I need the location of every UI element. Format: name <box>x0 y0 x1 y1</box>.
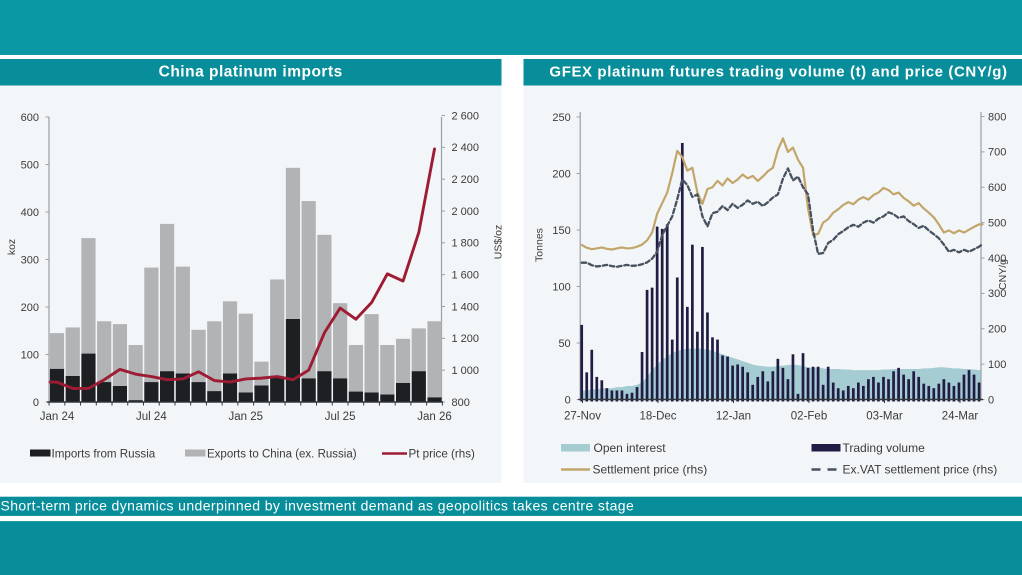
svg-text:2 400: 2 400 <box>452 142 480 154</box>
svg-text:200: 200 <box>552 168 570 180</box>
svg-text:24-Mar: 24-Mar <box>942 411 979 423</box>
svg-text:Jul 25: Jul 25 <box>325 411 356 423</box>
svg-text:800: 800 <box>988 111 1006 123</box>
svg-text:Open interest: Open interest <box>594 441 667 455</box>
svg-text:Settlement price (rhs): Settlement price (rhs) <box>593 463 708 477</box>
svg-text:300: 300 <box>21 254 39 266</box>
svg-text:GFEX platinum futures trading: GFEX platinum futures trading volume (t)… <box>549 64 1007 81</box>
svg-text:400: 400 <box>21 207 39 219</box>
svg-text:600: 600 <box>988 182 1006 194</box>
svg-text:2 000: 2 000 <box>452 206 480 218</box>
svg-text:1 000: 1 000 <box>452 365 480 377</box>
svg-text:Trading volume: Trading volume <box>843 441 926 455</box>
svg-text:Imports from Russia: Imports from Russia <box>52 448 156 461</box>
svg-text:Jan 25: Jan 25 <box>228 411 263 423</box>
svg-text:02-Feb: 02-Feb <box>791 411 827 423</box>
svg-text:0: 0 <box>33 397 39 409</box>
svg-text:0: 0 <box>988 394 994 406</box>
svg-text:1 800: 1 800 <box>452 238 480 250</box>
svg-text:100: 100 <box>21 349 39 361</box>
svg-text:Tonnes: Tonnes <box>534 228 546 262</box>
svg-text:800: 800 <box>452 397 470 409</box>
svg-text:1 600: 1 600 <box>452 269 480 281</box>
svg-text:CNY/g: CNY/g <box>997 259 1009 290</box>
svg-text:200: 200 <box>988 324 1006 336</box>
svg-text:400: 400 <box>988 253 1006 265</box>
svg-text:China platinum imports: China platinum imports <box>159 64 343 81</box>
svg-text:300: 300 <box>988 288 1006 300</box>
svg-text:US$/oz: US$/oz <box>493 225 505 259</box>
svg-text:Exports to China (ex. Russia): Exports to China (ex. Russia) <box>207 449 357 461</box>
svg-text:250: 250 <box>552 112 570 124</box>
svg-text:2 200: 2 200 <box>452 174 480 186</box>
svg-text:500: 500 <box>21 159 39 171</box>
svg-text:600: 600 <box>21 112 39 124</box>
svg-text:27-Nov: 27-Nov <box>564 411 601 423</box>
svg-text:12-Jan: 12-Jan <box>716 411 751 423</box>
svg-text:1 400: 1 400 <box>452 301 480 313</box>
svg-text:Jan 24: Jan 24 <box>40 411 75 423</box>
svg-text:Jul 24: Jul 24 <box>136 411 167 423</box>
svg-text:Jan 26: Jan 26 <box>417 411 452 423</box>
svg-text:150: 150 <box>552 225 570 237</box>
svg-text:700: 700 <box>988 147 1006 159</box>
svg-text:100: 100 <box>988 359 1006 371</box>
svg-text:100: 100 <box>552 281 570 293</box>
svg-text:2 600: 2 600 <box>452 110 480 122</box>
svg-text:1 200: 1 200 <box>452 333 480 345</box>
svg-text:18-Dec: 18-Dec <box>639 411 676 423</box>
svg-text:Short-term price dynamics unde: Short-term price dynamics underpinned by… <box>1 498 635 514</box>
svg-text:50: 50 <box>558 338 570 350</box>
svg-text:03-Mar: 03-Mar <box>866 411 903 423</box>
svg-text:Pt price (rhs): Pt price (rhs) <box>409 448 475 461</box>
svg-text:koz: koz <box>6 239 18 255</box>
svg-text:Ex.VAT settlement price (rhs): Ex.VAT settlement price (rhs) <box>843 463 998 477</box>
svg-text:500: 500 <box>988 217 1006 229</box>
svg-text:200: 200 <box>21 302 39 314</box>
svg-text:0: 0 <box>565 394 571 406</box>
